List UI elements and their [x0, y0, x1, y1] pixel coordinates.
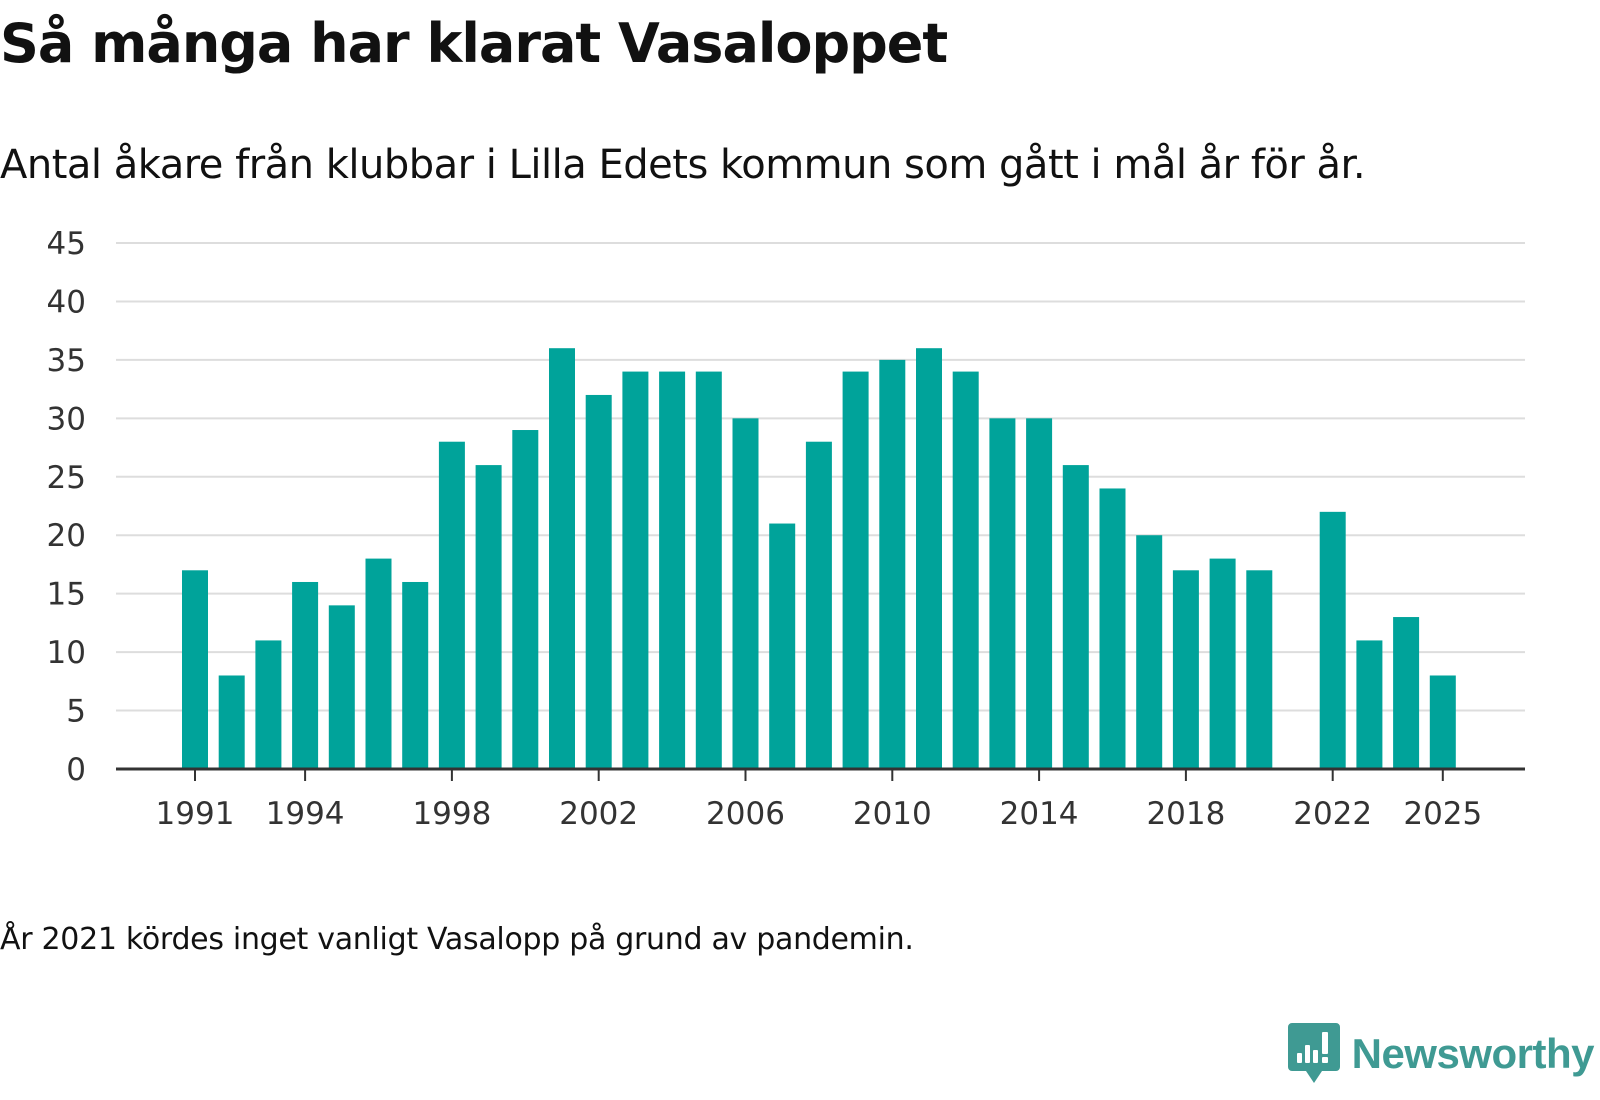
x-tick-label-2022: 2022 [1293, 796, 1372, 832]
bar-1998 [438, 441, 465, 769]
bar-2019 [1209, 558, 1236, 769]
bar-2012 [952, 371, 979, 769]
y-tick-label-45: 45 [47, 226, 86, 262]
x-tick-label-2018: 2018 [1146, 796, 1225, 832]
bar-1991 [182, 570, 208, 769]
bar-1992 [218, 675, 245, 769]
bar-2014 [1026, 418, 1053, 769]
x-tick-label-2010: 2010 [853, 796, 932, 832]
brand-logo[interactable]: Newsworthy [1287, 1022, 1595, 1086]
bar-1994 [292, 581, 319, 769]
newsworthy-logo-icon [1287, 1023, 1340, 1083]
y-tick-label-5: 5 [66, 694, 86, 730]
bar-2007 [769, 523, 796, 769]
bars [182, 348, 1456, 769]
bar-2006 [732, 418, 759, 769]
bar-1993 [255, 640, 282, 769]
y-axis-labels: 0 5 10 15 20 25 30 35 40 45 [47, 226, 86, 788]
bar-2010 [879, 359, 906, 769]
bar-2001 [549, 348, 575, 769]
bar-2003 [622, 371, 649, 769]
bar-1996 [365, 558, 392, 769]
brand-name: Newsworthy [1351, 1030, 1595, 1077]
bar-2016 [1099, 488, 1126, 769]
chart-subtitle: Antal åkare från klubbar i Lilla Edets k… [0, 142, 1366, 188]
bar-2004 [659, 371, 686, 769]
bar-2022 [1319, 511, 1346, 769]
x-tick-label-2014: 2014 [1000, 796, 1079, 832]
footnote: År 2021 kördes inget vanligt Vasalopp på… [0, 922, 914, 957]
x-tick-label-2006: 2006 [706, 796, 785, 832]
bar-2008 [805, 441, 832, 769]
bar-2024 [1393, 617, 1420, 769]
y-tick-label-10: 10 [47, 635, 86, 671]
y-tick-label-20: 20 [47, 518, 86, 554]
bar-1995 [328, 605, 355, 769]
bar-1999 [475, 465, 502, 769]
bar-2015 [1062, 465, 1089, 769]
bar-2018 [1172, 570, 1199, 769]
bar-2020 [1246, 570, 1273, 769]
bar-2000 [512, 430, 539, 769]
x-tick-label-1991: 1991 [156, 796, 235, 832]
y-tick-label-15: 15 [47, 577, 86, 613]
x-tick-label-1994: 1994 [266, 796, 345, 832]
bar-2011 [916, 348, 942, 769]
x-tick-label-2025: 2025 [1403, 796, 1482, 832]
bar-2023 [1356, 640, 1383, 769]
bar-2017 [1136, 535, 1163, 769]
y-tick-label-25: 25 [47, 460, 86, 496]
x-tick-label-1998: 1998 [412, 796, 491, 832]
bar-2009 [842, 371, 869, 769]
bar-2013 [989, 418, 1016, 769]
bar-1997 [402, 581, 429, 769]
x-axis: 1991 1994 1998 2002 2006 2010 2014 2018 2022 2025 [116, 767, 1525, 832]
y-tick-label-40: 40 [47, 284, 86, 320]
y-tick-label-30: 30 [47, 401, 86, 437]
y-tick-label-35: 35 [47, 343, 86, 379]
x-tick-label-2002: 2002 [559, 796, 638, 832]
bar-2002 [585, 394, 612, 769]
bar-2025 [1429, 675, 1456, 769]
bar-2005 [695, 371, 722, 769]
y-tick-label-0: 0 [66, 752, 86, 788]
chart-title: Så många har klarat Vasaloppet [0, 12, 948, 75]
